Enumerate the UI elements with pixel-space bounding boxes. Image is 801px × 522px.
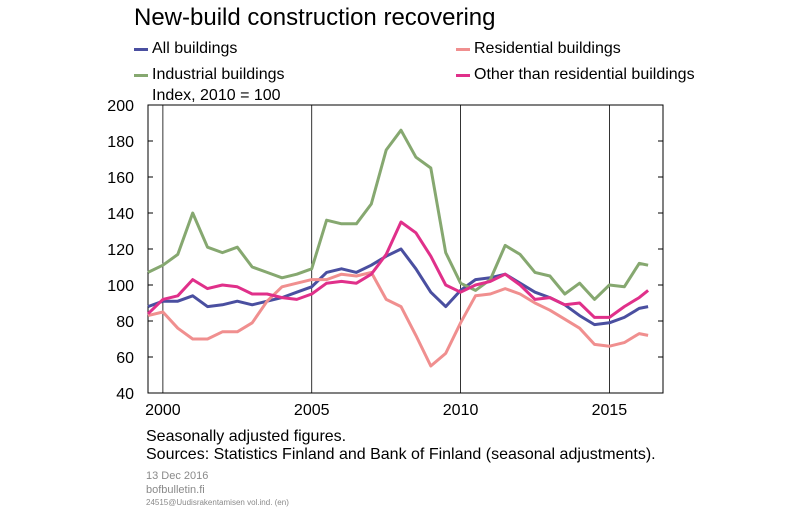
x-tick-label: 2015 [592,402,628,419]
legend-swatch-industrial [134,73,148,77]
note-adjustment: Seasonally adjusted figures. [146,428,347,445]
y-tick-label: 40 [116,386,134,403]
series-line-other-than-residential-buildings [146,220,650,319]
footer-date: 13 Dec 2016 [146,470,209,482]
legend-swatch-all-buildings [134,47,148,51]
footer-site: bofbulletin.fi [146,484,205,496]
series-line-residential-buildings [147,270,649,368]
legend-item-all-buildings: All buildings [134,40,237,58]
legend-label-industrial: Industrial buildings [152,66,285,83]
chart-title: New-build construction recovering [134,4,496,31]
y-tick-label: 140 [107,206,134,223]
footer-code: 24515@Uudisrakentamisen vol.ind. (en) [146,498,289,507]
legend-item-residential: Residential buildings [456,40,621,58]
legend-swatch-residential [456,47,470,51]
legend-label-residential: Residential buildings [474,40,621,57]
x-tick-label: 2000 [145,402,181,419]
y-unit-label: Index, 2010 = 100 [152,87,281,104]
y-tick-label: 60 [116,350,134,367]
y-tick-label: 180 [107,134,134,151]
legend-item-industrial: Industrial buildings [134,66,285,84]
series-line-all-buildings [147,247,649,327]
note-sources: Sources: Statistics Finland and Bank of … [146,446,656,463]
y-tick-label: 200 [107,98,134,115]
legend-label-all-buildings: All buildings [152,40,238,57]
legend-item-other: Other than residential buildings [456,66,695,84]
y-tick-label: 80 [116,314,134,331]
y-tick-label: 120 [107,242,134,259]
plot-frame [147,104,664,394]
x-tick-label: 2010 [443,402,479,419]
legend-swatch-other [456,73,470,77]
series-line-industrial-buildings [147,128,649,301]
legend-label-other: Other than residential buildings [474,66,695,83]
y-tick-label: 100 [107,278,134,295]
y-tick-label: 160 [107,170,134,187]
x-tick-label: 2005 [294,402,330,419]
